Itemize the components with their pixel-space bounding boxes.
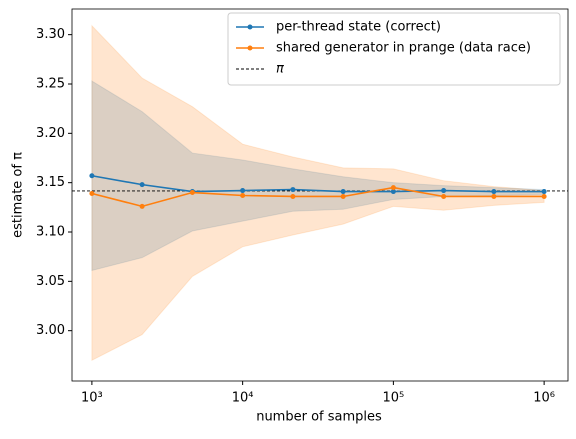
confidence-band	[91, 24, 545, 362]
y-axis-label: estimate of π	[11, 152, 26, 238]
x-tick-label: 10⁵	[382, 391, 404, 406]
series-line	[91, 174, 545, 193]
data-point	[390, 185, 396, 191]
data-point	[340, 193, 346, 199]
x-axis-label: number of samples	[256, 410, 382, 425]
data-point	[89, 191, 95, 197]
y-tick-label: 3.00	[36, 323, 65, 338]
plot-frame	[71, 8, 569, 382]
data-point	[491, 189, 497, 195]
data-point	[189, 190, 195, 196]
y-tick-label: 3.20	[36, 126, 65, 141]
legend-marker	[247, 45, 253, 51]
data-point	[240, 188, 246, 194]
data-point	[491, 193, 497, 199]
data-point	[240, 192, 246, 198]
legend-label: π	[276, 62, 284, 77]
x-tick-label: 10⁶	[533, 391, 555, 406]
data-point	[541, 193, 547, 199]
data-point	[441, 193, 447, 199]
data-point	[89, 173, 95, 179]
y-tick-label: 3.25	[36, 76, 65, 91]
x-tick-label: 10³	[81, 391, 103, 406]
y-tick-label: 3.30	[36, 27, 65, 42]
y-tick-label: 3.15	[36, 175, 65, 190]
legend-box	[227, 12, 561, 86]
series-line	[91, 186, 545, 208]
data-point	[290, 193, 296, 199]
legend-label: shared generator in prange (data race)	[276, 41, 531, 56]
data-point	[340, 189, 346, 195]
y-tick-label: 3.10	[36, 225, 65, 240]
legend-label: per-thread state (correct)	[276, 20, 441, 35]
x-tick-label: 10⁴	[232, 391, 254, 406]
data-point	[390, 189, 396, 195]
data-point	[139, 182, 145, 188]
data-point	[441, 188, 447, 194]
data-point	[541, 189, 547, 195]
legend-marker	[247, 24, 253, 30]
data-point	[290, 187, 296, 193]
y-tick-label: 3.05	[36, 274, 65, 289]
data-point	[139, 203, 145, 209]
